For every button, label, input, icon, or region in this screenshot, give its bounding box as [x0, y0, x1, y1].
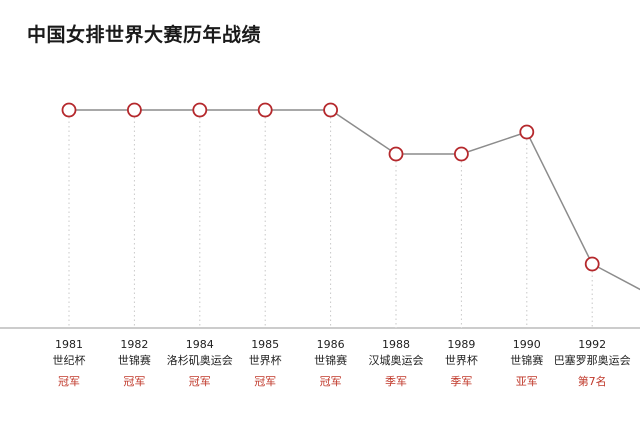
series-line: [69, 109, 640, 291]
data-label-result: 季军: [450, 375, 472, 388]
data-label-result: 亚军: [516, 375, 538, 388]
tick-label-event: 世锦赛: [314, 353, 347, 367]
point-marker-1989: [453, 146, 469, 162]
data-label-result: 冠军: [254, 375, 276, 388]
tick-label-event: 洛杉矶奥运会: [167, 353, 233, 367]
tick-label-event: 世锦赛: [510, 353, 543, 367]
data-label-result: 冠军: [320, 375, 342, 388]
data-label-result: 冠军: [123, 375, 145, 388]
tick-label-year: 1982: [120, 338, 148, 351]
tick-label-event: 世界杯: [249, 353, 282, 367]
chart-title: 中国女排世界大赛历年战绩: [27, 24, 262, 46]
tick-label-event: 世界杯: [445, 353, 478, 367]
tick-label-event: 巴塞罗那奥运会: [554, 353, 631, 367]
point-marker-1992: [584, 256, 600, 272]
tick-label-event: 世锦赛: [118, 353, 151, 367]
data-label-result: 冠军: [189, 375, 211, 388]
tick-label-event: 汉城奥运会: [369, 353, 424, 367]
point-marker-1985: [257, 102, 273, 118]
tick-label-year: 1985: [251, 338, 279, 351]
point-marker-1990: [519, 124, 535, 140]
data-label-result: 冠军: [58, 375, 80, 388]
point-marker-1981: [61, 102, 77, 118]
tick-label-year: 1992: [578, 338, 606, 351]
tick-label-year: 1986: [317, 338, 345, 351]
tick-label-year: 1989: [447, 338, 475, 351]
tick-label-year: 1984: [186, 338, 214, 351]
point-marker-1988: [388, 146, 404, 162]
point-marker-1986: [323, 102, 339, 118]
tick-label-year: 1981: [55, 338, 83, 351]
tick-label-event: 世纪杯: [53, 353, 86, 367]
point-marker-1982: [126, 102, 142, 118]
data-label-result: 季军: [385, 375, 407, 388]
tick-label-year: 1988: [382, 338, 410, 351]
data-label-result: 第7名: [578, 374, 607, 388]
tick-label-year: 1990: [513, 338, 541, 351]
point-marker-1984: [192, 102, 208, 118]
